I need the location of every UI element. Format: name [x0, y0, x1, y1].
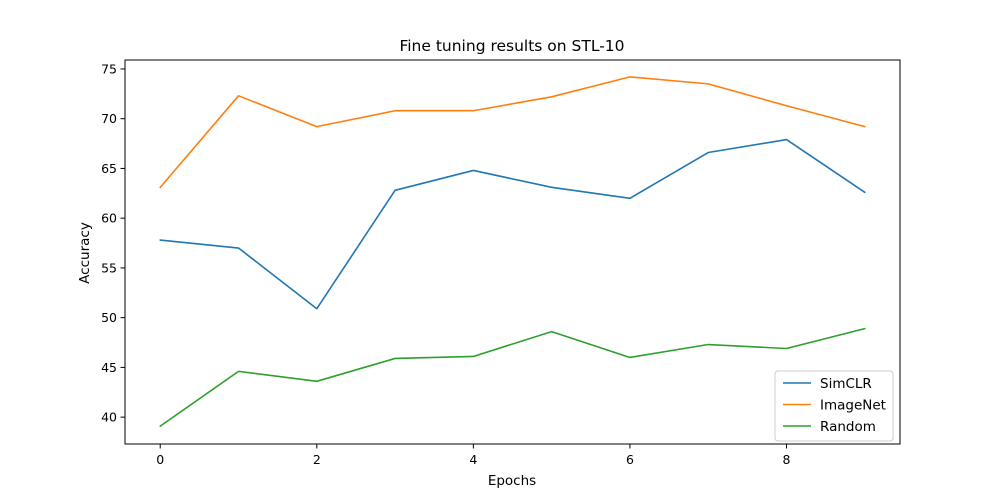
- y-axis-ticks: 40 45 50 55 60 65 70 75: [101, 61, 125, 425]
- y-tick-label: 55: [101, 260, 117, 275]
- y-tick-label: 75: [101, 61, 117, 76]
- plot-frame: [124, 59, 901, 445]
- x-tick-label: 4: [469, 452, 477, 467]
- x-tick-label: 8: [783, 452, 791, 467]
- x-axis-label: Epochs: [488, 473, 536, 489]
- x-tick-label: 6: [626, 452, 634, 467]
- series-line-random: [159, 327, 866, 427]
- x-tick-label: 0: [156, 452, 164, 467]
- x-axis-ticks: 0 2 4 6 8: [156, 444, 791, 467]
- y-tick-label: 45: [101, 360, 117, 375]
- y-tick-label: 70: [101, 111, 117, 126]
- y-tick-label: 50: [101, 310, 117, 325]
- y-tick-label: 65: [101, 161, 117, 176]
- legend-label-simclr: SimCLR: [820, 376, 872, 392]
- series-line-imagenet: [159, 76, 866, 189]
- y-tick-label: 40: [101, 410, 117, 425]
- legend: SimCLR ImageNet Random: [774, 370, 894, 442]
- legend-label-random: Random: [820, 419, 876, 435]
- y-axis-label: Accuracy: [77, 222, 93, 284]
- legend-box: [774, 370, 894, 442]
- series-lines: [159, 76, 866, 427]
- legend-label-imagenet: ImageNet: [820, 398, 886, 414]
- chart-title: Fine tuning results on STL-10: [399, 37, 624, 55]
- series-line-simclr: [159, 138, 866, 310]
- x-tick-label: 2: [313, 452, 321, 467]
- y-tick-label: 60: [101, 211, 117, 226]
